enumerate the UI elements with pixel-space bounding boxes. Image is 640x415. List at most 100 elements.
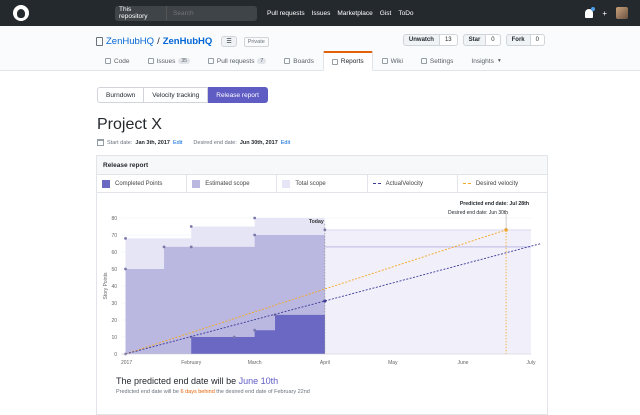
subtab-burndown[interactable]: Burndown bbox=[97, 87, 145, 103]
y-tick-label: 10 bbox=[111, 335, 117, 341]
data-point bbox=[124, 267, 127, 271]
tab-wiki[interactable]: Wiki bbox=[373, 51, 412, 71]
chart-legend: Completed Points Estimated scope Total s… bbox=[97, 175, 547, 193]
legend-line bbox=[462, 183, 471, 184]
legend-label: Estimated scope bbox=[205, 180, 250, 187]
summary-prefix: The predicted end date will be bbox=[116, 376, 239, 386]
today-velocity-point bbox=[323, 299, 327, 303]
star-button[interactable]: Star bbox=[462, 34, 487, 46]
search-box[interactable]: This repository bbox=[115, 5, 257, 21]
nav-todo[interactable]: ToDo bbox=[398, 9, 414, 17]
summary-date: June 10th bbox=[238, 376, 279, 386]
legend-actual-velocity[interactable]: ActualVelocity bbox=[368, 175, 458, 192]
unwatch-button[interactable]: Unwatch bbox=[402, 34, 440, 46]
private-badge: Private bbox=[243, 36, 269, 47]
star-count[interactable]: 0 bbox=[486, 34, 501, 46]
release-chart: 0 10 20 30 40 50 60 70 80 Story Points Today Predic… bbox=[103, 201, 541, 366]
legend-swatch bbox=[102, 179, 110, 188]
detail-warning: 6 days behind bbox=[180, 389, 215, 395]
repo-name-link[interactable]: ZenHubHQ bbox=[162, 36, 213, 47]
panel-title: Release report bbox=[97, 156, 547, 175]
nav-issues[interactable]: Issues bbox=[311, 9, 331, 17]
data-point bbox=[162, 245, 166, 249]
book-icon bbox=[381, 58, 388, 64]
repo-menu-button[interactable]: ☰ bbox=[221, 36, 237, 47]
detail-prefix: Predicted end date will be bbox=[116, 389, 181, 395]
avatar[interactable] bbox=[616, 7, 628, 19]
bell-icon[interactable] bbox=[585, 6, 596, 18]
tab-reports[interactable]: Reports bbox=[322, 51, 373, 71]
repo-title: ZenHubHQ / ZenHubHQ ☰ Private bbox=[96, 36, 269, 47]
edit-end-link[interactable]: Edit bbox=[280, 139, 291, 146]
issues-count: 35 bbox=[178, 58, 190, 64]
fork-button[interactable]: Fork bbox=[505, 34, 531, 46]
plus-icon[interactable]: + bbox=[602, 8, 607, 18]
fork-count[interactable]: 0 bbox=[530, 34, 545, 46]
legend-label: Completed Points bbox=[115, 180, 163, 187]
y-tick-label: 40 bbox=[111, 284, 117, 290]
nav-marketplace[interactable]: Marketplace bbox=[337, 9, 373, 17]
legend-completed[interactable]: Completed Points bbox=[97, 175, 188, 192]
y-tick-label: 50 bbox=[111, 267, 117, 273]
tab-label: Wiki bbox=[390, 57, 403, 65]
tab-label: Settings bbox=[429, 57, 454, 65]
subtab-release-report[interactable]: Release report bbox=[208, 87, 268, 103]
desired-velocity-line bbox=[125, 229, 507, 355]
nav-pull-requests[interactable]: Pull requests bbox=[267, 9, 305, 17]
repo-separator: / bbox=[157, 36, 160, 47]
data-point bbox=[189, 245, 193, 249]
legend-swatch bbox=[192, 179, 201, 188]
legend-swatch bbox=[282, 179, 291, 188]
legend-label: ActualVelocity bbox=[385, 180, 423, 187]
tab-label: Issues bbox=[156, 57, 176, 65]
completed-points-area bbox=[125, 314, 325, 354]
data-point bbox=[253, 328, 257, 332]
start-date-value: Jan 3th, 2017 bbox=[135, 139, 170, 146]
tab-pull-requests[interactable]: Pull requests 7 bbox=[199, 51, 275, 71]
data-point bbox=[232, 335, 236, 339]
tab-code[interactable]: Code bbox=[96, 51, 139, 71]
subtab-velocity[interactable]: Velocity tracking bbox=[144, 87, 209, 103]
legend-total[interactable]: Total scope bbox=[277, 175, 368, 192]
y-tick-label: 20 bbox=[111, 318, 117, 324]
search-scope[interactable]: This repository bbox=[119, 6, 167, 20]
y-tick-label: 60 bbox=[111, 250, 117, 256]
y-tick-label: 70 bbox=[111, 233, 117, 239]
search-input[interactable] bbox=[173, 9, 253, 17]
future-scope-area bbox=[324, 229, 531, 354]
nav-gist[interactable]: Gist bbox=[379, 9, 392, 17]
legend-estimated[interactable]: Estimated scope bbox=[187, 175, 278, 192]
top-right-controls: + bbox=[585, 6, 628, 19]
data-point bbox=[323, 228, 327, 232]
star-group: Star 0 bbox=[462, 34, 501, 46]
tab-boards[interactable]: Boards bbox=[275, 51, 323, 71]
legend-label: Desired velocity bbox=[475, 180, 519, 187]
tab-insights[interactable]: Insights ▼ bbox=[462, 51, 510, 71]
x-tick-label: April bbox=[320, 360, 330, 366]
issue-icon bbox=[147, 58, 154, 64]
detail-suffix: the desired end date of February 22nd bbox=[214, 389, 310, 395]
data-point bbox=[189, 225, 193, 228]
page-title: Project X bbox=[97, 116, 162, 133]
watch-count[interactable]: 13 bbox=[439, 34, 458, 46]
github-header: This repository Pull requests Issues Mar… bbox=[0, 0, 640, 26]
predicted-end-label: Predicted end date: Jul 28th bbox=[460, 201, 529, 207]
desired-end-label: Desired end date: Jun 30th bbox=[448, 210, 508, 216]
legend-desired-velocity[interactable]: Desired velocity bbox=[458, 175, 547, 192]
repo-owner-link[interactable]: ZenHubHQ bbox=[106, 36, 155, 47]
y-axis-label: Story Points bbox=[103, 272, 109, 299]
x-tick-label: 2017 bbox=[121, 360, 132, 366]
code-icon bbox=[105, 58, 111, 64]
tab-settings[interactable]: Settings bbox=[412, 51, 463, 71]
tab-issues[interactable]: Issues 35 bbox=[139, 51, 199, 71]
x-tick-label: February bbox=[181, 360, 202, 366]
data-point bbox=[124, 237, 127, 240]
github-logo-icon[interactable] bbox=[13, 5, 29, 21]
prediction-detail: Predicted end date will be 6 days behind… bbox=[116, 389, 310, 395]
tab-label: Code bbox=[114, 57, 130, 65]
legend-line bbox=[372, 183, 381, 184]
y-tick-label: 0 bbox=[114, 352, 117, 358]
unwatch-group: Unwatch 13 bbox=[402, 34, 458, 46]
edit-start-link[interactable]: Edit bbox=[172, 139, 183, 146]
repo-actions: Unwatch 13 Star 0 Fork 0 bbox=[402, 34, 545, 46]
